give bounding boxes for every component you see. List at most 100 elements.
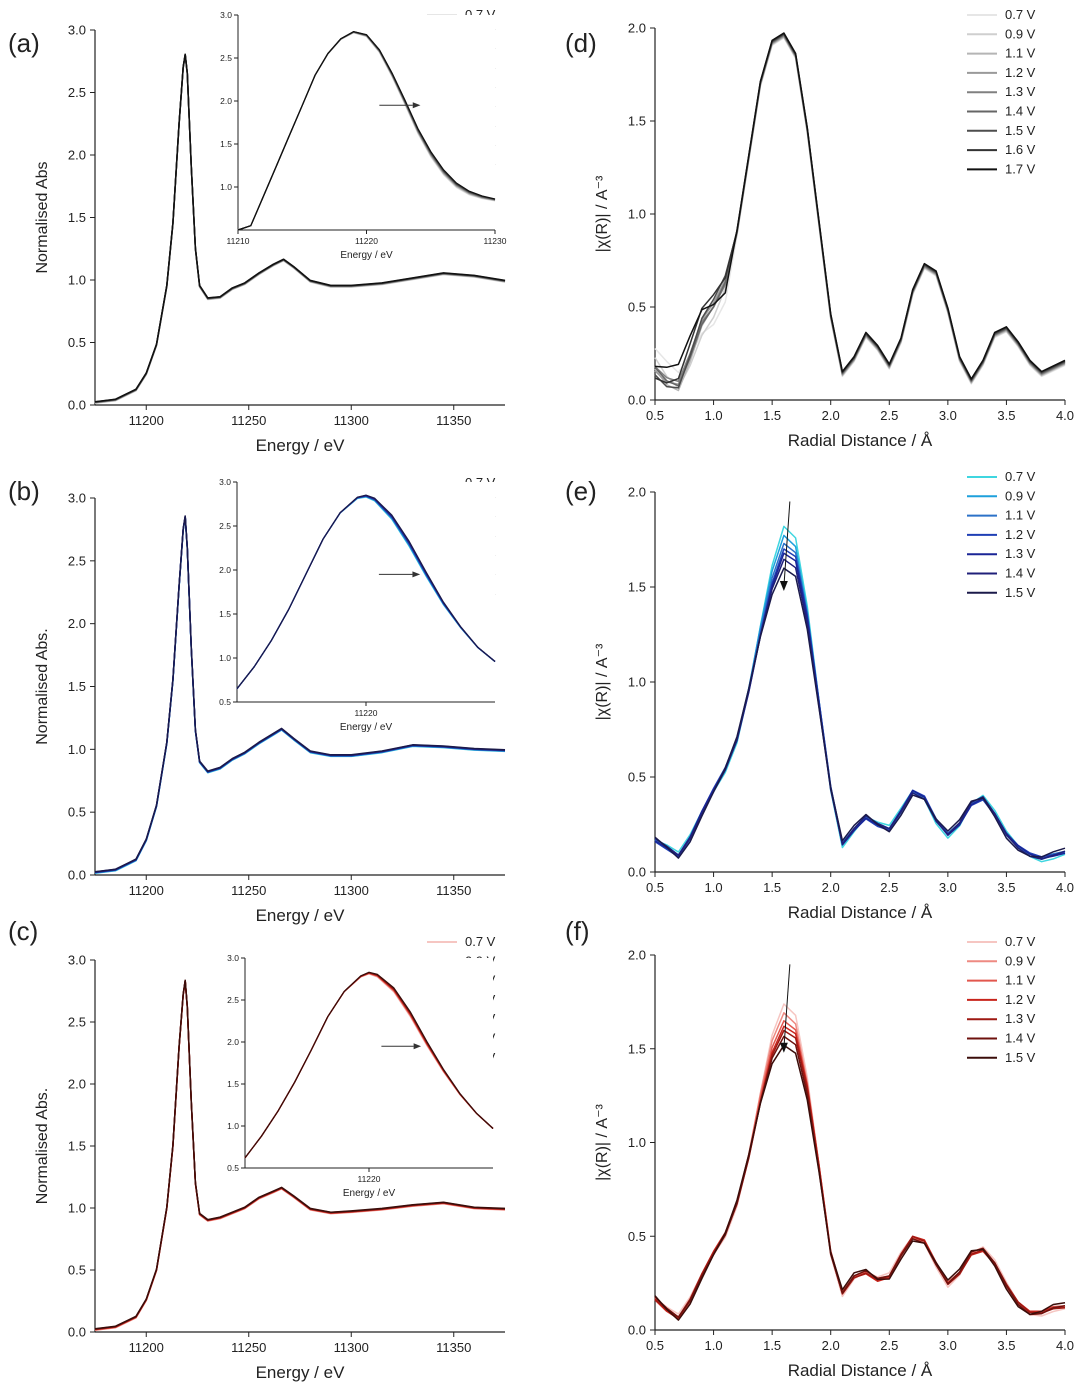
- y-tick-label: 1.5: [628, 1041, 646, 1056]
- x-tick-label: 3.5: [997, 408, 1015, 423]
- inset-y-tick-label: 2.0: [219, 565, 231, 575]
- panel-label: (c): [8, 916, 38, 946]
- x-tick-label: 3.0: [939, 880, 957, 895]
- inset-y-tick-label: 2.0: [227, 1037, 239, 1047]
- legend-label: 0.9 V: [1005, 953, 1036, 968]
- y-tick-label: 0.0: [68, 1325, 86, 1340]
- y-tick-label: 1.0: [628, 1135, 646, 1150]
- panel-label: (d): [565, 28, 597, 58]
- legend-label: 1.6 V: [1005, 142, 1036, 157]
- panel-label: (b): [8, 476, 40, 506]
- legend-label: 0.7 V: [1005, 469, 1036, 484]
- x-tick-label: 4.0: [1056, 880, 1074, 895]
- inset-chart: 11210 11220 11230 1.0 1.5 2.0 2.5 3.0 Energy / e…: [220, 10, 507, 261]
- y-tick-label: 2.0: [628, 485, 646, 500]
- legend-label: 1.5 V: [1005, 585, 1036, 600]
- legend-label: 1.1 V: [1005, 508, 1036, 523]
- inset-y-tick-label: 3.0: [220, 10, 232, 20]
- x-tick-label: 1.5: [763, 408, 781, 423]
- series-line: [654, 35, 1066, 392]
- x-tick-label: 4.0: [1056, 408, 1074, 423]
- legend-label: 0.9 V: [1005, 488, 1036, 503]
- y-axis-title: Normalised Abs: [34, 161, 51, 273]
- x-tick-label: 11350: [436, 883, 471, 898]
- y-tick-label: 0.5: [68, 1263, 86, 1278]
- y-tick-label: 1.0: [68, 273, 86, 288]
- series-line: [654, 558, 1066, 860]
- series-line: [654, 548, 1066, 858]
- y-tick-label: 0.5: [628, 300, 646, 315]
- chart-panel-a: (a) 11200 11250 11300 11350 0.0 0.5 1.0 1.5 2.0 2.…: [8, 7, 507, 455]
- x-tick-label: 11200: [129, 1340, 164, 1355]
- y-axis-title: |χ(R)| / A⁻³: [594, 175, 611, 252]
- x-tick-label: 3.5: [997, 880, 1015, 895]
- legend-label: 1.4 V: [1005, 104, 1036, 119]
- series-line: [94, 979, 506, 1330]
- x-tick-label: 11300: [334, 883, 369, 898]
- y-tick-label: 0.5: [68, 335, 86, 350]
- legend-label: 0.9 V: [1005, 26, 1036, 41]
- legend-label: 0.7 V: [465, 934, 496, 949]
- series-line: [654, 542, 1066, 858]
- inset-y-tick-label: 1.0: [227, 1121, 239, 1131]
- y-tick-label: 3.0: [68, 23, 86, 38]
- x-tick-label: 1.0: [705, 408, 723, 423]
- inset-y-tick-label: 1.5: [219, 609, 231, 619]
- legend-label: 1.2 V: [1005, 527, 1036, 542]
- x-axis-title: Energy / eV: [256, 436, 345, 455]
- x-tick-label: 4.0: [1056, 1338, 1074, 1353]
- trend-arrow: [783, 964, 791, 1049]
- legend-label: 1.2 V: [1005, 992, 1036, 1007]
- legend-label: 0.7 V: [1005, 934, 1036, 949]
- x-axis-title: Energy / eV: [256, 1363, 345, 1382]
- y-tick-label: 0.0: [68, 868, 86, 883]
- y-tick-label: 1.5: [68, 1139, 86, 1154]
- inset-x-tick-label: 11220: [355, 236, 378, 246]
- x-tick-label: 11350: [436, 413, 471, 428]
- y-tick-label: 3.0: [68, 491, 86, 506]
- x-tick-label: 2.0: [822, 880, 840, 895]
- x-axis-title: Energy / eV: [256, 906, 345, 925]
- y-tick-label: 0.0: [68, 398, 86, 413]
- inset-x-axis-title: Energy / eV: [343, 1188, 396, 1199]
- series-line: [654, 33, 1066, 389]
- legend-label: 1.3 V: [1005, 1011, 1036, 1026]
- y-axis-title: Normalised Abs.: [34, 628, 51, 745]
- y-tick-label: 2.5: [68, 1015, 86, 1030]
- legend-label: 1.4 V: [1005, 1031, 1036, 1046]
- x-tick-label: 2.5: [880, 1338, 898, 1353]
- series-line: [654, 1044, 1066, 1321]
- trend-arrow-head: [779, 581, 788, 591]
- series-line: [94, 53, 506, 403]
- series-line: [654, 35, 1066, 385]
- inset-y-tick-label: 3.0: [219, 477, 231, 487]
- x-tick-label: 2.5: [880, 408, 898, 423]
- inset-background: [245, 958, 493, 1168]
- inset-y-tick-label: 1.0: [219, 653, 231, 663]
- inset-y-tick-label: 1.0: [220, 182, 232, 192]
- inset-y-tick-label: 2.0: [220, 96, 232, 106]
- chart-panel-e: (e)0.5 1.0 1.5 2.0 2.5 3.0 3.5 4.00.00.51.01.52…: [565, 469, 1074, 922]
- y-tick-label: 2.0: [68, 148, 86, 163]
- series-line: [654, 32, 1066, 380]
- inset-y-tick-label: 0.5: [219, 697, 231, 707]
- x-tick-label: 11350: [436, 1340, 471, 1355]
- series-line: [654, 552, 1066, 860]
- x-tick-label: 1.5: [763, 880, 781, 895]
- inset-x-tick-label: 11220: [357, 1174, 380, 1184]
- y-tick-label: 2.5: [68, 85, 86, 100]
- legend-label: 1.4 V: [1005, 566, 1036, 581]
- inset-y-tick-label: 2.5: [219, 521, 231, 531]
- x-tick-label: 2.0: [822, 408, 840, 423]
- y-tick-label: 1.0: [68, 742, 86, 757]
- y-tick-label: 3.0: [68, 953, 86, 968]
- x-tick-label: 3.0: [939, 408, 957, 423]
- inset-background: [238, 15, 495, 230]
- series-line: [654, 1003, 1066, 1317]
- y-tick-label: 2.0: [68, 1077, 86, 1092]
- y-tick-label: 1.0: [628, 675, 646, 690]
- legend-label: 1.5 V: [1005, 1050, 1036, 1065]
- chart-panel-f: (f)0.5 1.0 1.5 2.0 2.5 3.0 3.5 4.00.00.51.01.52…: [565, 916, 1074, 1380]
- inset-arrow-head: [412, 571, 421, 578]
